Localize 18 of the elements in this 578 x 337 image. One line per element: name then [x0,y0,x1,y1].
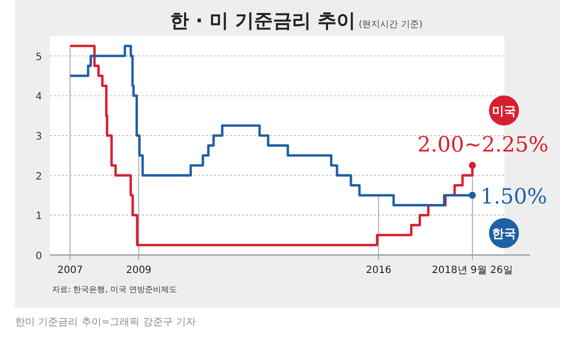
x-tick-label: 2007 [57,265,83,276]
text: 미국 [492,104,516,118]
annotation: 2.00~2.25% [417,132,548,156]
y-tick-label: 0 [36,251,42,262]
x-tick-label: 2018년 9월 26일 [432,265,513,276]
x-tick-label: 2016 [366,265,392,276]
text: 한국 [492,226,516,241]
y-tick-label: 2 [36,171,42,182]
y-tick-label: 1 [36,211,42,222]
y-tick-label: 3 [36,132,42,143]
chart-title: 한 · 미 기준금리 추이 [170,10,356,32]
x-tick-label: 2009 [126,265,152,276]
y-tick-label: 4 [36,92,42,103]
text: 한미 기준금리 추이=그래픽 강준구 기자 [15,317,196,328]
text: 자료: 한국은행, 미국 연방준비제도 [52,285,177,294]
annotation: 1.50% [480,184,548,208]
y-tick-label: 5 [36,52,42,63]
chart-subtitle: (현지시간 기준) [358,20,423,30]
